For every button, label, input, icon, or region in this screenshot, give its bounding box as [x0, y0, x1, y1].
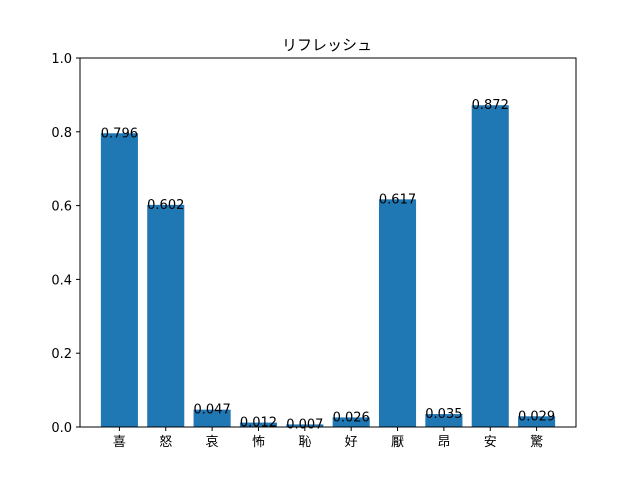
value-label-8: 0.872 [472, 98, 509, 113]
category-label-5: 好 [345, 435, 358, 450]
bar-2 [193, 409, 231, 427]
value-label-1: 0.602 [147, 198, 184, 213]
bar-8 [471, 105, 509, 427]
category-label-1: 怒 [159, 435, 172, 450]
y-tick-label-4: 0.8 [51, 126, 72, 141]
value-label-4: 0.007 [286, 417, 323, 432]
value-label-5: 0.026 [333, 410, 370, 425]
bar-7 [425, 414, 463, 427]
chart-title: リフレッシュ [282, 36, 372, 54]
category-label-8: 安 [484, 435, 497, 450]
bar-1 [147, 204, 185, 427]
value-label-7: 0.035 [425, 407, 462, 422]
y-tick-label-5: 1.0 [51, 52, 72, 67]
category-label-3: 怖 [252, 434, 265, 450]
value-label-9: 0.029 [518, 409, 555, 424]
bars-layer [100, 105, 556, 427]
axes-layer: 喜 怒 哀 怖 恥 好 厭 昂 安 驚 0.0 0.2 0.4 0.6 0.8 1.0 [51, 52, 577, 450]
bar-3 [239, 422, 278, 427]
bar-9 [518, 416, 556, 427]
category-label-9: 驚 [530, 434, 543, 450]
value-label-0: 0.796 [101, 126, 138, 141]
bar-5 [332, 417, 370, 427]
bar-6 [378, 199, 417, 427]
y-tick-label-3: 0.6 [51, 200, 72, 215]
value-label-6: 0.617 [379, 192, 416, 207]
category-label-0: 喜 [113, 435, 126, 450]
category-label-4: 恥 [298, 435, 311, 450]
plot-frame [79, 57, 577, 428]
category-label-2: 哀 [206, 435, 219, 450]
bar-4 [286, 424, 324, 427]
y-tick-label-1: 0.2 [51, 347, 72, 362]
category-label-6: 厭 [391, 435, 404, 450]
y-tick-label-0: 0.0 [51, 421, 72, 436]
bar-0 [100, 133, 138, 427]
value-label-2: 0.047 [194, 403, 231, 418]
y-tick-label-2: 0.4 [51, 273, 72, 288]
category-label-7: 昂 [437, 435, 450, 450]
